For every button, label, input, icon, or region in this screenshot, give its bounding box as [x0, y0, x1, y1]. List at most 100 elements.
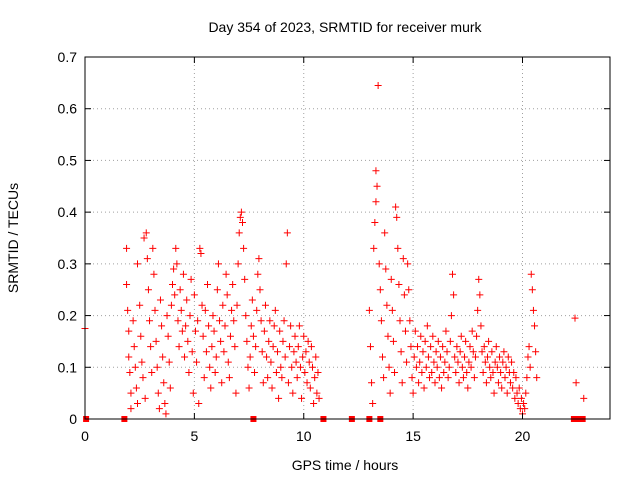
data-point	[222, 270, 230, 278]
data-point	[403, 358, 411, 366]
data-point	[449, 270, 456, 278]
data-point	[466, 343, 474, 351]
data-point	[464, 384, 472, 392]
data-point	[194, 317, 202, 325]
data-point	[439, 343, 447, 351]
data-point	[450, 291, 458, 299]
data-point	[217, 337, 225, 345]
data-point	[280, 317, 288, 325]
data-point	[225, 374, 233, 382]
data-point	[160, 379, 168, 387]
data-point	[487, 374, 495, 382]
data-point	[471, 353, 479, 361]
data-point	[457, 332, 465, 340]
data-point	[410, 353, 418, 361]
data-point	[132, 384, 140, 392]
data-point	[438, 384, 446, 392]
y-tick-label: 0.5	[58, 152, 78, 168]
data-point	[302, 348, 310, 356]
data-point	[528, 286, 536, 294]
y-tick-label: 0.4	[58, 204, 78, 220]
data-point	[365, 306, 373, 314]
data-point	[140, 234, 148, 242]
data-point	[204, 281, 211, 289]
data-point	[477, 322, 485, 330]
data-point	[272, 368, 280, 376]
data-point	[461, 353, 469, 361]
data-point	[440, 368, 448, 376]
data-point	[422, 363, 430, 371]
data-point	[172, 244, 180, 252]
data-point	[251, 368, 259, 376]
data-point	[513, 389, 521, 397]
data-point	[399, 255, 407, 263]
data-point	[156, 296, 164, 304]
data-point	[430, 358, 438, 366]
data-point	[239, 218, 246, 226]
data-point	[224, 358, 232, 366]
data-point	[416, 358, 424, 366]
data-point	[496, 353, 504, 361]
data-point	[123, 281, 131, 289]
data-point	[240, 244, 248, 252]
data-point	[299, 353, 307, 361]
data-point	[257, 317, 265, 325]
data-point	[127, 405, 135, 413]
data-point	[429, 332, 437, 340]
data-point	[307, 343, 315, 351]
data-point	[256, 286, 264, 294]
data-point	[150, 270, 158, 278]
data-point	[415, 379, 423, 387]
data-point	[456, 348, 464, 356]
data-point	[131, 363, 139, 371]
data-point	[489, 368, 497, 376]
data-point	[176, 286, 184, 294]
data-point	[274, 348, 281, 356]
data-point	[478, 348, 486, 356]
data-point	[139, 374, 147, 382]
data-point	[212, 353, 220, 361]
data-point	[522, 389, 530, 397]
data-point	[455, 379, 463, 387]
data-point	[397, 348, 405, 356]
data-point	[491, 358, 499, 366]
data-point	[418, 368, 426, 376]
data-point	[221, 322, 229, 330]
data-point	[398, 379, 406, 387]
data-point	[305, 358, 313, 366]
data-point	[315, 394, 323, 402]
data-point	[420, 384, 428, 392]
data-point	[283, 229, 291, 237]
data-point	[282, 260, 290, 268]
data-point	[506, 379, 514, 387]
data-point	[392, 203, 400, 211]
data-point	[446, 337, 454, 345]
y-tick-label: 0.7	[58, 49, 78, 65]
x-tick-label: 15	[405, 428, 421, 444]
y-tick-label: 0	[69, 411, 77, 427]
plot-frame	[84, 56, 611, 420]
data-point	[223, 291, 231, 299]
data-point	[243, 337, 251, 345]
data-point	[314, 368, 322, 376]
data-point	[462, 337, 470, 345]
data-point	[218, 379, 226, 387]
data-point	[207, 384, 215, 392]
data-point	[379, 353, 386, 361]
data-point	[444, 374, 452, 382]
data-point	[309, 363, 316, 371]
data-point	[572, 379, 580, 387]
data-point	[236, 213, 244, 221]
data-point	[124, 306, 132, 314]
data-point	[286, 343, 294, 351]
data-point	[296, 363, 304, 371]
data-point	[237, 208, 245, 216]
data-point	[372, 198, 380, 206]
data-point	[453, 343, 461, 351]
data-point	[417, 332, 425, 340]
data-point	[517, 394, 525, 402]
data-point	[445, 363, 453, 371]
data-point	[388, 306, 396, 314]
data-point	[200, 374, 208, 382]
data-point	[524, 353, 532, 361]
